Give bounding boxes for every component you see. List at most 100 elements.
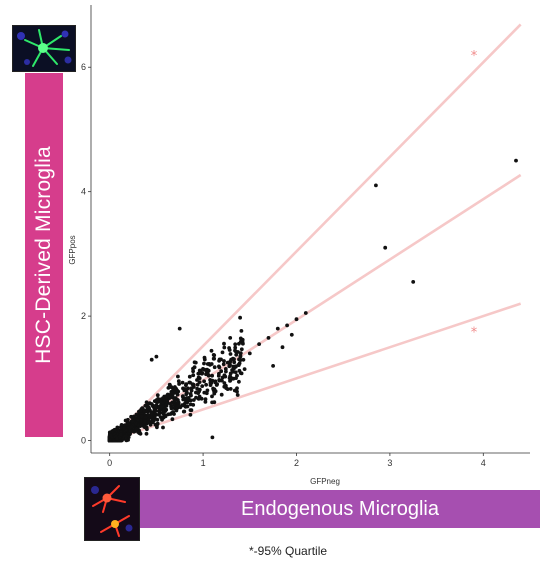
- data-point: [189, 388, 194, 393]
- data-point: [195, 386, 200, 391]
- y-axis-label: GFPpos: [68, 235, 77, 264]
- data-point: [177, 326, 182, 331]
- data-point: [124, 434, 128, 439]
- data-point: [224, 383, 228, 388]
- x-axis-label: GFPneg: [310, 477, 340, 486]
- data-point: [227, 346, 232, 350]
- data-point: [221, 362, 226, 367]
- data-point: [193, 360, 198, 365]
- data-point: [167, 382, 172, 387]
- endogenous-microglia-image: [84, 477, 140, 541]
- data-point: [149, 411, 154, 416]
- data-point: [199, 370, 203, 375]
- data-point: [181, 394, 185, 398]
- data-point: [238, 371, 243, 375]
- data-point: [220, 350, 225, 355]
- data-point: [190, 382, 195, 387]
- data-point: [224, 369, 228, 374]
- data-point: [238, 315, 243, 320]
- data-point: [194, 395, 198, 400]
- data-point: [149, 402, 154, 406]
- data-point: [197, 376, 202, 381]
- data-point: [139, 418, 144, 423]
- data-point: [160, 417, 164, 422]
- quartile-star: *: [471, 326, 478, 341]
- data-point: [275, 326, 280, 331]
- data-point: [514, 158, 518, 163]
- data-point: [227, 364, 232, 369]
- data-point: [176, 403, 181, 408]
- data-point: [294, 317, 299, 322]
- data-point: [228, 374, 233, 378]
- quartile-line-0: [108, 23, 522, 442]
- y-tick-label: 4: [81, 187, 86, 197]
- data-point: [242, 367, 247, 371]
- axis-ticks: 0 1 2 3 4 0 2 4 6: [81, 62, 486, 468]
- data-point: [232, 360, 237, 365]
- data-point: [233, 345, 238, 350]
- data-point: [107, 438, 112, 443]
- data-point: [303, 311, 308, 315]
- data-point: [233, 348, 237, 353]
- data-point: [173, 396, 178, 400]
- data-point: [188, 380, 193, 385]
- data-point: [280, 345, 285, 350]
- data-point: [176, 379, 181, 384]
- data-point: [166, 386, 171, 390]
- data-point: [200, 384, 205, 388]
- data-point: [204, 391, 209, 396]
- data-point: [411, 280, 416, 284]
- data-point: [112, 427, 117, 432]
- data-point: [212, 391, 217, 396]
- x-tick-label: 4: [481, 458, 486, 468]
- data-point: [149, 357, 154, 362]
- data-point: [137, 431, 142, 435]
- data-point: [138, 409, 143, 413]
- data-point: [180, 380, 185, 385]
- data-point: [150, 417, 155, 421]
- data-points: [107, 158, 518, 443]
- data-point: [239, 329, 244, 333]
- data-point: [210, 394, 214, 399]
- data-point: [175, 392, 180, 397]
- data-point: [234, 352, 239, 357]
- data-point: [188, 412, 193, 417]
- data-point: [171, 391, 175, 396]
- data-point: [167, 395, 172, 399]
- data-point: [130, 419, 135, 424]
- data-point: [143, 419, 148, 424]
- quartile-line-2: [109, 302, 522, 442]
- data-point: [197, 389, 202, 394]
- data-point: [124, 438, 129, 443]
- footnote: *-95% Quartile: [249, 544, 328, 558]
- data-point: [175, 388, 179, 393]
- data-point: [189, 408, 194, 413]
- data-point: [228, 387, 233, 391]
- endogenous-microglia-label: Endogenous Microglia: [241, 497, 439, 520]
- data-point: [129, 424, 134, 429]
- data-point: [195, 378, 199, 382]
- data-point: [176, 374, 180, 379]
- data-point: [155, 417, 160, 422]
- data-point: [289, 332, 294, 337]
- data-point: [154, 354, 159, 359]
- data-point: [126, 421, 131, 426]
- data-point: [271, 364, 275, 368]
- data-point: [228, 379, 232, 383]
- data-point: [181, 397, 186, 402]
- data-point: [202, 379, 207, 384]
- data-point: [108, 433, 113, 438]
- data-point: [172, 403, 176, 407]
- data-point: [222, 359, 226, 363]
- data-point: [202, 357, 207, 362]
- data-point: [236, 363, 241, 367]
- data-point: [188, 392, 193, 396]
- data-point: [222, 341, 226, 346]
- data-point: [144, 431, 149, 436]
- data-point: [199, 396, 204, 401]
- data-point: [154, 412, 159, 417]
- hsc-microglia-label: HSC-Derived Microglia: [32, 146, 55, 364]
- data-point: [205, 369, 210, 374]
- data-point: [220, 378, 224, 383]
- data-point: [156, 412, 161, 417]
